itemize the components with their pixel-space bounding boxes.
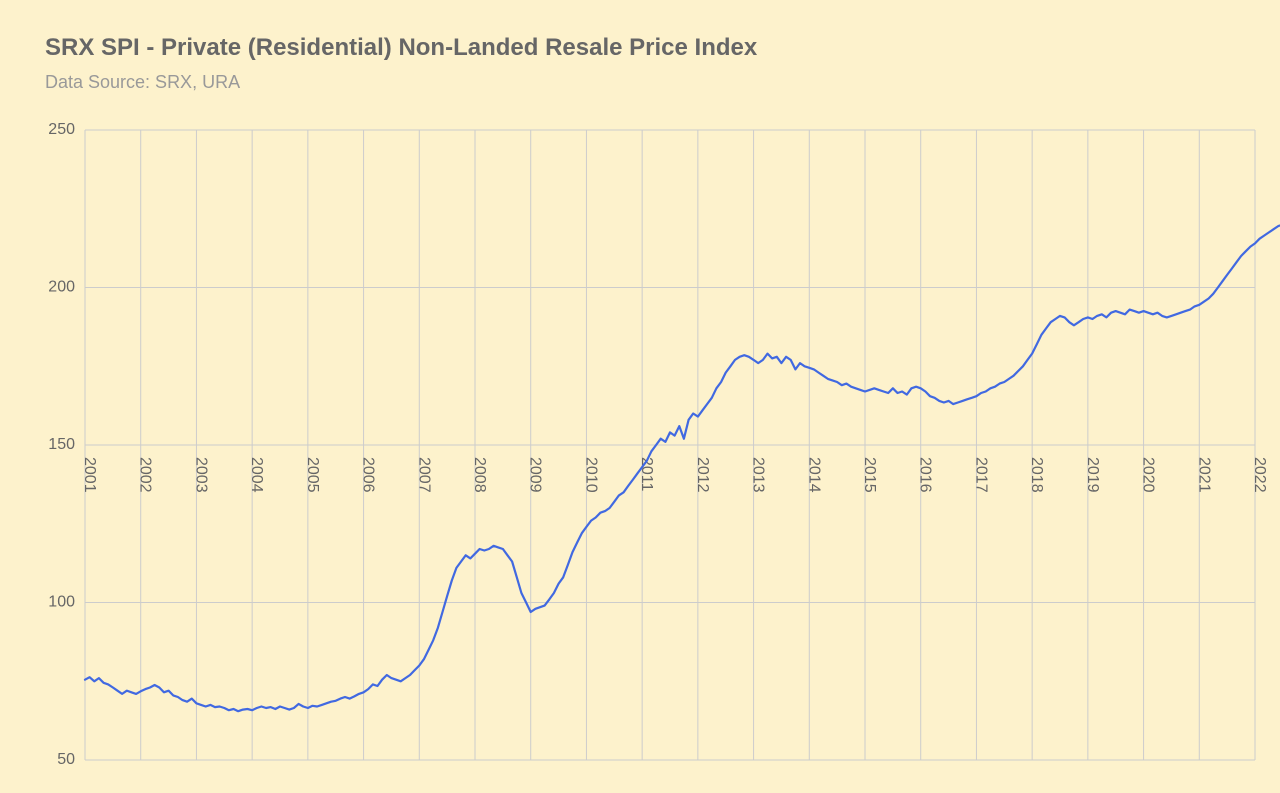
svg-text:2006: 2006 <box>360 457 377 493</box>
svg-text:2013: 2013 <box>750 457 767 493</box>
svg-text:2010: 2010 <box>582 457 599 493</box>
svg-text:100: 100 <box>48 594 75 611</box>
svg-text:2001: 2001 <box>81 457 98 493</box>
svg-text:2004: 2004 <box>248 457 265 493</box>
svg-text:2005: 2005 <box>304 457 321 493</box>
chart-svg: 50 100 150 200 250 2001 2002 2003 2004 2005 2006 20… <box>0 0 1280 793</box>
chart-container: 50 100 150 200 250 2001 2002 2003 2004 2005 2006 20… <box>0 0 1280 793</box>
svg-text:2020: 2020 <box>1140 457 1157 493</box>
svg-text:2009: 2009 <box>527 457 544 493</box>
svg-text:2012: 2012 <box>694 457 711 493</box>
svg-text:2002: 2002 <box>137 457 154 493</box>
svg-text:2021: 2021 <box>1195 457 1212 493</box>
svg-text:2016: 2016 <box>917 457 934 493</box>
svg-text:2015: 2015 <box>861 457 878 493</box>
svg-text:2019: 2019 <box>1084 457 1101 493</box>
svg-text:2014: 2014 <box>805 457 822 493</box>
svg-text:50: 50 <box>57 751 75 768</box>
svg-text:2017: 2017 <box>972 457 989 493</box>
svg-text:150: 150 <box>48 436 75 453</box>
svg-text:2008: 2008 <box>471 457 488 493</box>
svg-text:250: 250 <box>48 121 75 138</box>
svg-text:2022: 2022 <box>1251 457 1268 493</box>
svg-text:200: 200 <box>48 279 75 296</box>
svg-text:2003: 2003 <box>192 457 209 493</box>
svg-text:2007: 2007 <box>415 457 432 493</box>
svg-text:2018: 2018 <box>1028 457 1045 493</box>
chart-title: SRX SPI - Private (Residential) Non-Land… <box>45 34 757 62</box>
chart-subtitle: Data Source: SRX, URA <box>45 72 240 93</box>
